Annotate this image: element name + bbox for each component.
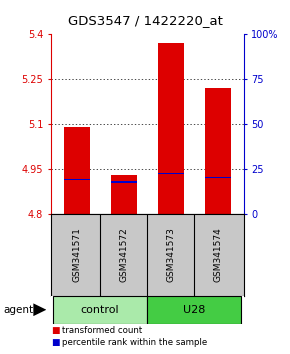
Bar (205, 88, 231, 214)
Text: GSM341573: GSM341573 (166, 227, 175, 282)
Bar (147, 296, 241, 324)
Bar (64, 179, 90, 181)
Bar (205, 177, 231, 178)
Text: ■: ■ (51, 326, 59, 336)
Polygon shape (33, 303, 46, 316)
Bar (111, 175, 137, 214)
Text: control: control (81, 305, 119, 315)
Bar (53, 296, 147, 324)
Text: U28: U28 (183, 305, 205, 315)
Text: transformed count: transformed count (62, 326, 143, 336)
Bar (158, 43, 184, 214)
Text: percentile rank within the sample: percentile rank within the sample (62, 338, 208, 347)
Bar (111, 181, 137, 183)
Bar (158, 173, 184, 175)
Text: GDS3547 / 1422220_at: GDS3547 / 1422220_at (68, 14, 222, 27)
Text: agent: agent (3, 305, 33, 315)
Text: ■: ■ (51, 338, 59, 347)
Bar (64, 127, 90, 214)
Text: GSM341571: GSM341571 (72, 227, 81, 282)
Text: GSM341572: GSM341572 (119, 228, 128, 282)
Text: GSM341574: GSM341574 (213, 228, 222, 282)
